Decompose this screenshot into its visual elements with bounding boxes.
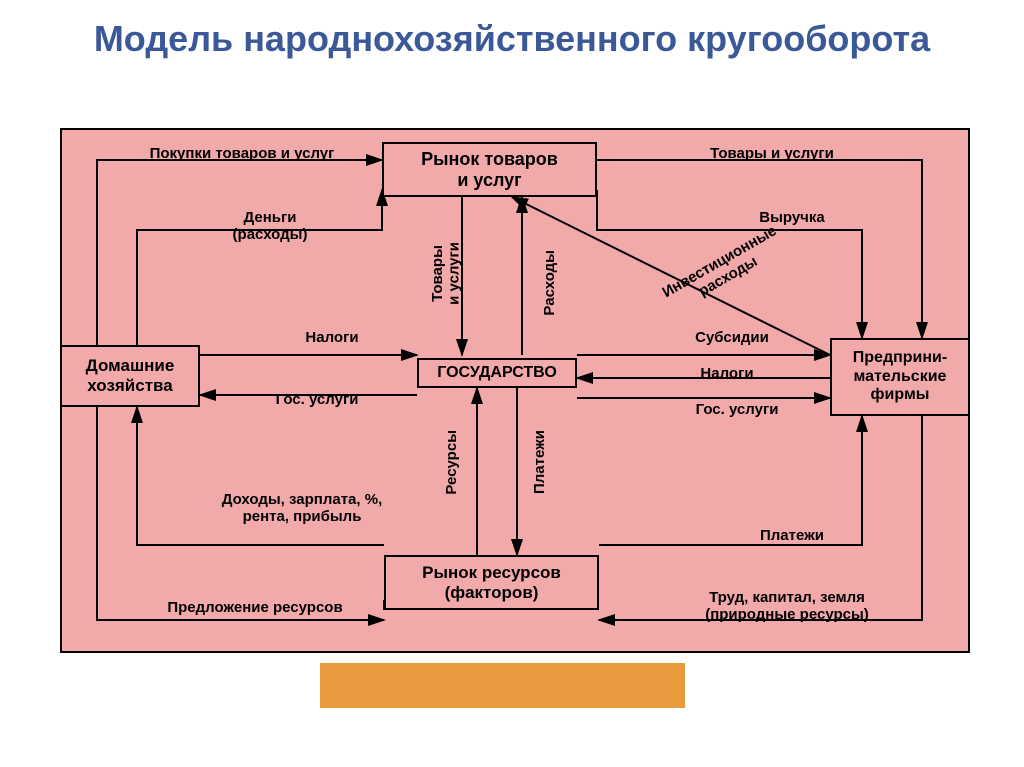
edge-0	[97, 160, 382, 345]
edge-label-l_pay_r: Платежи	[742, 528, 842, 545]
node-state: ГОСУДАРСТВО	[417, 358, 577, 388]
edge-label-l_gos_l: Гос. услуги	[257, 392, 377, 409]
edge-label-l_goods: Товары и услуги	[692, 146, 852, 163]
edge-label-l_gos_r: Гос. услуги	[677, 402, 797, 419]
edge-label-l_labor: Труд, капитал, земля(природные ресурсы)	[667, 590, 907, 623]
page-title: Модель народнохозяйственного кругооборот…	[0, 0, 1024, 59]
edge-label-l_res_v: Ресурсы	[444, 430, 461, 495]
orange-accent-box	[320, 663, 685, 708]
edge-label-l_pay_v: Платежи	[532, 430, 549, 494]
edge-label-l_invest: Инвестиционныерасходы	[629, 205, 819, 334]
circular-flow-diagram: Рынок товарови услуг Домашниехозяйства ГОС…	[60, 128, 970, 653]
edge-label-l_goods_v: Товарыи услуги	[430, 242, 463, 305]
node-firms: Предприни-мательскиефирмы	[830, 338, 970, 416]
node-goods_market: Рынок товарови услуг	[382, 142, 597, 197]
edge-label-l_sub: Субсидии	[682, 330, 782, 347]
edge-label-l_purchase: Покупки товаров и услуг	[122, 146, 362, 163]
edge-label-l_tax_l: Налоги	[287, 330, 377, 347]
edge-label-l_money: Деньги(расходы)	[210, 210, 330, 243]
edge-label-l_tax_r: Налоги	[682, 366, 772, 383]
node-resource_market: Рынок ресурсов(факторов)	[384, 555, 599, 610]
edge-label-l_exp_v: Расходы	[542, 250, 559, 316]
edge-label-l_income: Доходы, зарплата, %,рента, прибыль	[187, 492, 417, 525]
edge-label-l_supply: Предложение ресурсов	[140, 600, 370, 617]
node-households: Домашниехозяйства	[60, 345, 200, 407]
edge-15	[599, 416, 862, 545]
